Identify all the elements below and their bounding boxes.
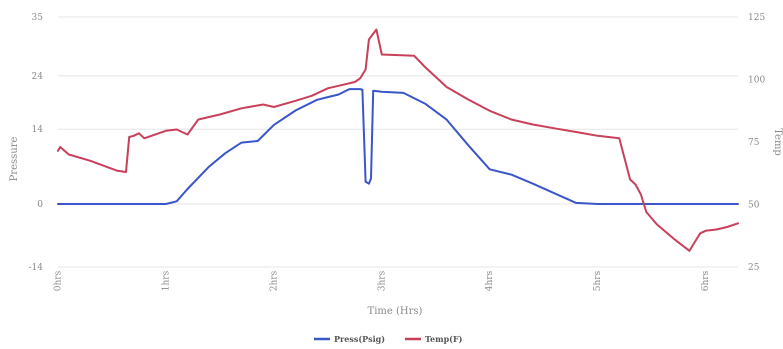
x-tick-label: 2hrs <box>269 270 279 291</box>
x-tick-label: 5hrs <box>593 270 603 291</box>
y-tick-label: 0 <box>37 200 43 210</box>
series-line-pressure <box>57 88 739 205</box>
left-axis-ticks: 35 24 14 0 -14 <box>29 13 44 273</box>
legend-item-temp[interactable]: Temp(F) <box>405 334 463 344</box>
x-tick-label: 3hrs <box>377 270 387 291</box>
y-tick-label: 24 <box>32 72 44 82</box>
y2-tick-label: 50 <box>748 201 760 211</box>
x-tick-label: 4hrs <box>485 270 495 291</box>
y-tick-label: 35 <box>32 13 44 23</box>
y-tick-label: -14 <box>29 263 44 273</box>
x-tick-label: 6hrs <box>701 270 711 291</box>
x-axis-title: Time (Hrs) <box>368 306 423 317</box>
right-axis-ticks: 125 100 75 50 25 <box>748 13 765 273</box>
legend-label-temp: Temp(F) <box>425 334 463 344</box>
x-axis-ticks: 0hrs 1hrs 2hrs 3hrs 4hrs 5hrs 6hrs <box>54 270 712 291</box>
y2-tick-label: 25 <box>748 263 760 273</box>
legend-label-pressure: Press(Psig) <box>334 334 385 344</box>
series-lines <box>57 28 739 252</box>
y2-tick-label: 100 <box>748 76 765 86</box>
y2-tick-label: 75 <box>748 138 760 148</box>
y2-axis-title: Temp <box>772 128 783 156</box>
legend-item-pressure[interactable]: Press(Psig) <box>314 334 385 344</box>
x-tick-label: 0hrs <box>54 270 64 291</box>
y2-tick-label: 125 <box>748 13 765 23</box>
y-tick-label: 14 <box>32 125 44 135</box>
series-line-temp <box>57 28 739 252</box>
x-tick-label: 1hrs <box>161 270 171 291</box>
legend[interactable]: Press(Psig) Temp(F) <box>314 334 463 344</box>
y-axis-title: Pressure <box>9 137 20 182</box>
